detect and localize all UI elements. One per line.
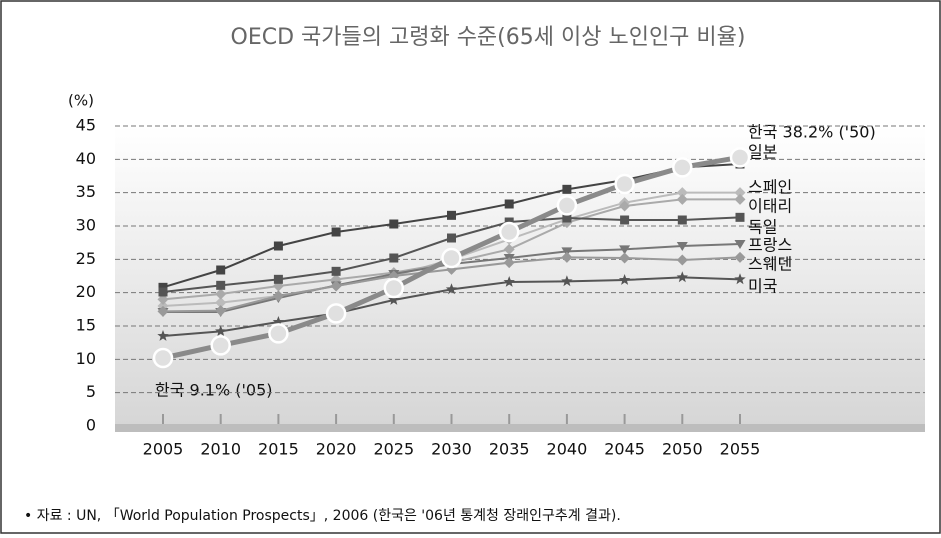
- point: [441, 247, 462, 269]
- y-tick-label: 40: [76, 149, 96, 168]
- point: [447, 233, 456, 243]
- point: [676, 242, 688, 251]
- point: [503, 243, 515, 255]
- point: [445, 283, 458, 295]
- point: [272, 316, 285, 327]
- point: [157, 293, 169, 305]
- point: [503, 257, 515, 269]
- x-tick-label: 2045: [604, 440, 645, 459]
- point: [210, 335, 231, 356]
- annotation: 한국 9.1% ('05): [155, 381, 273, 400]
- x-tick-label: 2035: [489, 440, 530, 459]
- point: [273, 274, 283, 284]
- point: [330, 280, 342, 292]
- point: [614, 173, 635, 195]
- point: [735, 212, 745, 222]
- x-tick-label: 2005: [143, 440, 184, 459]
- point: [676, 271, 688, 283]
- point: [562, 213, 572, 223]
- x-tick-label: 2015: [258, 440, 299, 459]
- point: [619, 245, 631, 255]
- y-tick-label: 45: [76, 116, 96, 135]
- point: [503, 276, 515, 287]
- point: [268, 323, 289, 344]
- x-tick-label: 2010: [200, 440, 241, 459]
- point: [676, 193, 688, 205]
- point: [676, 254, 688, 266]
- x-axis-band: [115, 424, 925, 432]
- plot-area: [115, 126, 925, 426]
- point: [562, 184, 572, 194]
- point: [158, 287, 168, 297]
- point: [556, 195, 578, 216]
- series-label: 스페인: [748, 178, 792, 197]
- point: [677, 215, 687, 225]
- point: [734, 240, 746, 249]
- y-tick-label: 25: [76, 249, 96, 268]
- point: [447, 210, 456, 220]
- point: [734, 187, 746, 199]
- point: [158, 282, 168, 292]
- y-tick-label: 0: [86, 416, 96, 435]
- y-tick-label: 10: [76, 349, 96, 368]
- point: [383, 277, 405, 299]
- point: [389, 219, 399, 229]
- point: [504, 199, 514, 209]
- point: [498, 221, 520, 243]
- point: [331, 266, 341, 276]
- source: • 자료 : UN, 「World Population Prospects」,…: [24, 508, 621, 524]
- point: [215, 297, 227, 309]
- series-label: 프랑스: [748, 236, 792, 255]
- point: [676, 187, 688, 199]
- series-label: 독일: [748, 218, 777, 237]
- point: [734, 193, 746, 205]
- point: [620, 215, 630, 225]
- x-tick-label: 2040: [547, 440, 588, 459]
- y-tick-label: 20: [76, 282, 96, 301]
- point: [619, 252, 631, 264]
- point: [216, 280, 226, 290]
- point: [272, 290, 284, 302]
- x-tick-label: 2055: [720, 440, 761, 459]
- series-label: 이태리: [748, 197, 792, 216]
- point: [216, 265, 226, 275]
- y-tick-label: 5: [86, 382, 96, 401]
- point: [157, 305, 169, 317]
- point: [389, 253, 399, 263]
- point: [729, 147, 751, 168]
- point: [215, 325, 227, 337]
- point: [157, 330, 169, 341]
- y-tick-label: 35: [76, 182, 96, 201]
- x-tick-label: 2025: [373, 440, 414, 459]
- point: [561, 275, 573, 287]
- point: [325, 303, 347, 324]
- point: [561, 251, 573, 263]
- point: [619, 200, 631, 212]
- y-tick-label: 15: [76, 316, 96, 335]
- point: [215, 305, 227, 317]
- y-axis-label: (%): [68, 92, 94, 110]
- series-label: 미국: [748, 277, 777, 296]
- point: [734, 273, 746, 285]
- y-tick-label: 30: [76, 216, 96, 235]
- point: [388, 294, 400, 305]
- x-tick-label: 2020: [316, 440, 357, 459]
- series-label: 스웨덴: [748, 255, 792, 274]
- point: [152, 347, 174, 369]
- x-tick-label: 2050: [662, 440, 703, 459]
- point: [618, 274, 631, 285]
- point: [734, 251, 746, 263]
- point: [331, 227, 341, 237]
- point: [273, 241, 283, 251]
- point: [672, 157, 693, 178]
- x-tick-label: 2030: [431, 440, 472, 459]
- chart-title: OECD 국가들의 고령화 수준(65세 이상 노인인구 비율): [231, 25, 746, 50]
- point: [215, 288, 227, 300]
- series-label: 일본: [748, 143, 777, 162]
- annotation: 한국 38.2% ('50): [748, 123, 876, 142]
